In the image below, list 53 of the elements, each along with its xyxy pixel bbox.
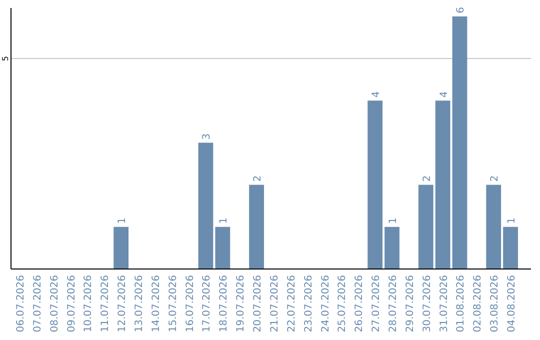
x-tick-label: 17.07.2026 bbox=[202, 275, 213, 332]
x-tick-label: 29.07.2026 bbox=[404, 275, 416, 332]
bar bbox=[435, 100, 450, 269]
bar bbox=[452, 16, 468, 269]
x-tick-label: 06.07.2026 bbox=[15, 275, 26, 332]
x-tick-label: 20.07.2026 bbox=[252, 275, 264, 332]
x-tick-label: 10.07.2026 bbox=[83, 275, 94, 332]
bar bbox=[368, 100, 383, 269]
x-tick-label: 11.07.2026 bbox=[100, 275, 112, 332]
data-label: 4 bbox=[371, 91, 382, 98]
x-tick-label: 15.07.2026 bbox=[168, 275, 179, 332]
x-tick-label: 28.07.2026 bbox=[388, 275, 399, 332]
y-tick-label: 5 bbox=[1, 56, 10, 62]
x-tick-label: 02.08.2026 bbox=[472, 275, 484, 332]
data-label: 1 bbox=[218, 218, 230, 224]
x-tick-label: 25.07.2026 bbox=[337, 275, 348, 332]
x-tick-label: 24.07.2026 bbox=[320, 275, 332, 332]
x-tick-label: 30.07.2026 bbox=[422, 275, 433, 332]
data-label: 6 bbox=[456, 7, 467, 14]
x-tick-label: 18.07.2026 bbox=[218, 275, 230, 332]
x-tick-label: 31.07.2026 bbox=[438, 275, 450, 332]
x-tick-label: 08.07.2026 bbox=[49, 275, 60, 332]
data-label: 4 bbox=[438, 91, 450, 98]
x-tick-label: 04.08.2026 bbox=[506, 275, 518, 332]
x-tick-label: 19.07.2026 bbox=[236, 275, 247, 332]
x-tick-label: 14.07.2026 bbox=[150, 275, 162, 332]
bar bbox=[503, 226, 518, 269]
x-tick-label: 12.07.2026 bbox=[117, 275, 128, 332]
bar bbox=[486, 184, 502, 269]
bar bbox=[384, 226, 400, 269]
x-tick-label: 27.07.2026 bbox=[371, 275, 382, 332]
data-label: 1 bbox=[388, 218, 399, 224]
x-tick-label: 21.07.2026 bbox=[269, 275, 280, 332]
bar bbox=[418, 184, 434, 269]
bar bbox=[215, 226, 230, 269]
data-label: 1 bbox=[117, 218, 128, 224]
bar bbox=[114, 226, 129, 269]
x-tick-label: 07.07.2026 bbox=[32, 275, 44, 332]
x-tick-label: 22.07.2026 bbox=[286, 275, 298, 332]
x-tick-label: 16.07.2026 bbox=[184, 275, 196, 332]
x-tick-label: 23.07.2026 bbox=[303, 275, 314, 332]
x-tick-label: 13.07.2026 bbox=[134, 275, 145, 332]
x-tick-label: 26.07.2026 bbox=[354, 275, 366, 332]
bar bbox=[198, 142, 214, 269]
data-label: 2 bbox=[252, 175, 264, 182]
data-label: 2 bbox=[490, 175, 501, 182]
data-label: 1 bbox=[506, 218, 518, 224]
x-tick-label: 09.07.2026 bbox=[66, 275, 78, 332]
data-label: 3 bbox=[202, 133, 213, 140]
bar bbox=[249, 184, 264, 269]
x-tick-label: 03.08.2026 bbox=[490, 275, 501, 332]
x-tick-label: 01.08.2026 bbox=[456, 275, 467, 332]
data-label: 2 bbox=[422, 175, 433, 182]
